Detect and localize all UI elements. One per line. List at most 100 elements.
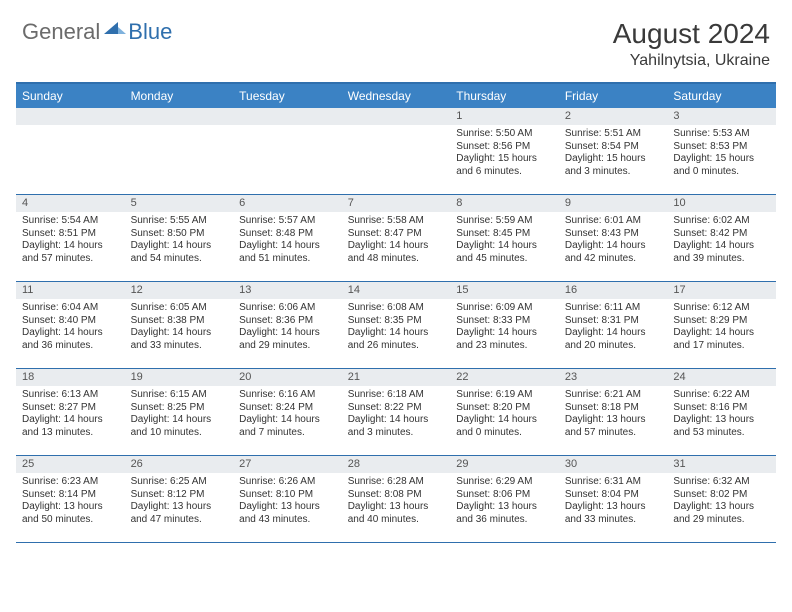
day-cell: 21Sunrise: 6:18 AMSunset: 8:22 PMDayligh…: [342, 369, 451, 455]
day-sr: Sunrise: 6:05 AM: [131, 302, 228, 315]
day-ss: Sunset: 8:08 PM: [348, 489, 445, 502]
empty-day: [16, 125, 125, 132]
day-details: Sunrise: 6:13 AMSunset: 8:27 PMDaylight:…: [16, 386, 125, 443]
day-dl1: Daylight: 14 hours: [348, 240, 445, 253]
day-details: Sunrise: 6:28 AMSunset: 8:08 PMDaylight:…: [342, 473, 451, 530]
day-details: Sunrise: 6:25 AMSunset: 8:12 PMDaylight:…: [125, 473, 234, 530]
day-sr: Sunrise: 6:12 AM: [673, 302, 770, 315]
day-cell: [16, 108, 125, 194]
day-dl2: and 10 minutes.: [131, 427, 228, 440]
dow-saturday: Saturday: [667, 84, 776, 108]
day-sr: Sunrise: 5:51 AM: [565, 128, 662, 141]
day-sr: Sunrise: 6:22 AM: [673, 389, 770, 402]
day-dl1: Daylight: 14 hours: [673, 240, 770, 253]
day-details: Sunrise: 6:05 AMSunset: 8:38 PMDaylight:…: [125, 299, 234, 356]
day-cell: 8Sunrise: 5:59 AMSunset: 8:45 PMDaylight…: [450, 195, 559, 281]
day-dl1: Daylight: 14 hours: [22, 327, 119, 340]
day-details: Sunrise: 6:11 AMSunset: 8:31 PMDaylight:…: [559, 299, 668, 356]
day-ss: Sunset: 8:48 PM: [239, 228, 336, 241]
day-number: 12: [125, 282, 234, 299]
day-sr: Sunrise: 6:21 AM: [565, 389, 662, 402]
day-sr: Sunrise: 6:04 AM: [22, 302, 119, 315]
dow-friday: Friday: [559, 84, 668, 108]
day-number: 25: [16, 456, 125, 473]
day-cell: 31Sunrise: 6:32 AMSunset: 8:02 PMDayligh…: [667, 456, 776, 542]
day-details: Sunrise: 6:15 AMSunset: 8:25 PMDaylight:…: [125, 386, 234, 443]
day-dl1: Daylight: 14 hours: [22, 414, 119, 427]
weeks-container: 1Sunrise: 5:50 AMSunset: 8:56 PMDaylight…: [16, 108, 776, 543]
day-details: Sunrise: 6:19 AMSunset: 8:20 PMDaylight:…: [450, 386, 559, 443]
day-cell: 27Sunrise: 6:26 AMSunset: 8:10 PMDayligh…: [233, 456, 342, 542]
day-ss: Sunset: 8:20 PM: [456, 402, 553, 415]
day-ss: Sunset: 8:04 PM: [565, 489, 662, 502]
day-number: 3: [667, 108, 776, 125]
dow-sunday: Sunday: [16, 84, 125, 108]
brand-logo: General Blue: [22, 18, 172, 45]
day-cell: 1Sunrise: 5:50 AMSunset: 8:56 PMDaylight…: [450, 108, 559, 194]
day-sr: Sunrise: 5:57 AM: [239, 215, 336, 228]
day-dl2: and 57 minutes.: [565, 427, 662, 440]
day-ss: Sunset: 8:33 PM: [456, 315, 553, 328]
day-ss: Sunset: 8:31 PM: [565, 315, 662, 328]
day-cell: 14Sunrise: 6:08 AMSunset: 8:35 PMDayligh…: [342, 282, 451, 368]
day-number: [16, 108, 125, 125]
day-dl2: and 40 minutes.: [348, 514, 445, 527]
day-dl2: and 13 minutes.: [22, 427, 119, 440]
day-dl2: and 23 minutes.: [456, 340, 553, 353]
day-dl2: and 51 minutes.: [239, 253, 336, 266]
day-details: Sunrise: 6:04 AMSunset: 8:40 PMDaylight:…: [16, 299, 125, 356]
day-ss: Sunset: 8:36 PM: [239, 315, 336, 328]
day-number: 27: [233, 456, 342, 473]
day-dl1: Daylight: 14 hours: [456, 414, 553, 427]
day-ss: Sunset: 8:02 PM: [673, 489, 770, 502]
day-number: 10: [667, 195, 776, 212]
day-cell: 22Sunrise: 6:19 AMSunset: 8:20 PMDayligh…: [450, 369, 559, 455]
day-ss: Sunset: 8:16 PM: [673, 402, 770, 415]
day-details: Sunrise: 6:09 AMSunset: 8:33 PMDaylight:…: [450, 299, 559, 356]
day-dl1: Daylight: 13 hours: [565, 414, 662, 427]
day-number: 14: [342, 282, 451, 299]
day-ss: Sunset: 8:42 PM: [673, 228, 770, 241]
day-number: 30: [559, 456, 668, 473]
location-label: Yahilnytsia, Ukraine: [613, 52, 770, 70]
day-details: Sunrise: 6:02 AMSunset: 8:42 PMDaylight:…: [667, 212, 776, 269]
day-cell: 29Sunrise: 6:29 AMSunset: 8:06 PMDayligh…: [450, 456, 559, 542]
day-cell: 20Sunrise: 6:16 AMSunset: 8:24 PMDayligh…: [233, 369, 342, 455]
day-ss: Sunset: 8:53 PM: [673, 141, 770, 154]
day-sr: Sunrise: 5:50 AM: [456, 128, 553, 141]
day-dl1: Daylight: 14 hours: [131, 327, 228, 340]
day-cell: 17Sunrise: 6:12 AMSunset: 8:29 PMDayligh…: [667, 282, 776, 368]
day-number: 21: [342, 369, 451, 386]
day-ss: Sunset: 8:12 PM: [131, 489, 228, 502]
day-details: Sunrise: 6:21 AMSunset: 8:18 PMDaylight:…: [559, 386, 668, 443]
empty-day: [233, 125, 342, 132]
day-dl2: and 33 minutes.: [131, 340, 228, 353]
week-row: 4Sunrise: 5:54 AMSunset: 8:51 PMDaylight…: [16, 195, 776, 282]
day-ss: Sunset: 8:29 PM: [673, 315, 770, 328]
day-details: Sunrise: 6:32 AMSunset: 8:02 PMDaylight:…: [667, 473, 776, 530]
day-details: Sunrise: 6:16 AMSunset: 8:24 PMDaylight:…: [233, 386, 342, 443]
day-dl2: and 29 minutes.: [239, 340, 336, 353]
day-ss: Sunset: 8:35 PM: [348, 315, 445, 328]
brand-general: General: [22, 19, 100, 45]
day-dl1: Daylight: 13 hours: [673, 414, 770, 427]
day-cell: [342, 108, 451, 194]
day-details: Sunrise: 5:53 AMSunset: 8:53 PMDaylight:…: [667, 125, 776, 182]
day-number: 28: [342, 456, 451, 473]
day-dl2: and 0 minutes.: [456, 427, 553, 440]
day-details: Sunrise: 6:23 AMSunset: 8:14 PMDaylight:…: [16, 473, 125, 530]
day-number: 7: [342, 195, 451, 212]
day-cell: 7Sunrise: 5:58 AMSunset: 8:47 PMDaylight…: [342, 195, 451, 281]
empty-day: [342, 125, 451, 132]
day-number: 2: [559, 108, 668, 125]
week-row: 11Sunrise: 6:04 AMSunset: 8:40 PMDayligh…: [16, 282, 776, 369]
day-dl1: Daylight: 13 hours: [239, 501, 336, 514]
day-details: Sunrise: 5:54 AMSunset: 8:51 PMDaylight:…: [16, 212, 125, 269]
day-ss: Sunset: 8:06 PM: [456, 489, 553, 502]
day-cell: 28Sunrise: 6:28 AMSunset: 8:08 PMDayligh…: [342, 456, 451, 542]
day-dl2: and 29 minutes.: [673, 514, 770, 527]
day-cell: 11Sunrise: 6:04 AMSunset: 8:40 PMDayligh…: [16, 282, 125, 368]
day-details: Sunrise: 6:29 AMSunset: 8:06 PMDaylight:…: [450, 473, 559, 530]
day-dl1: Daylight: 13 hours: [348, 501, 445, 514]
day-dl1: Daylight: 14 hours: [22, 240, 119, 253]
